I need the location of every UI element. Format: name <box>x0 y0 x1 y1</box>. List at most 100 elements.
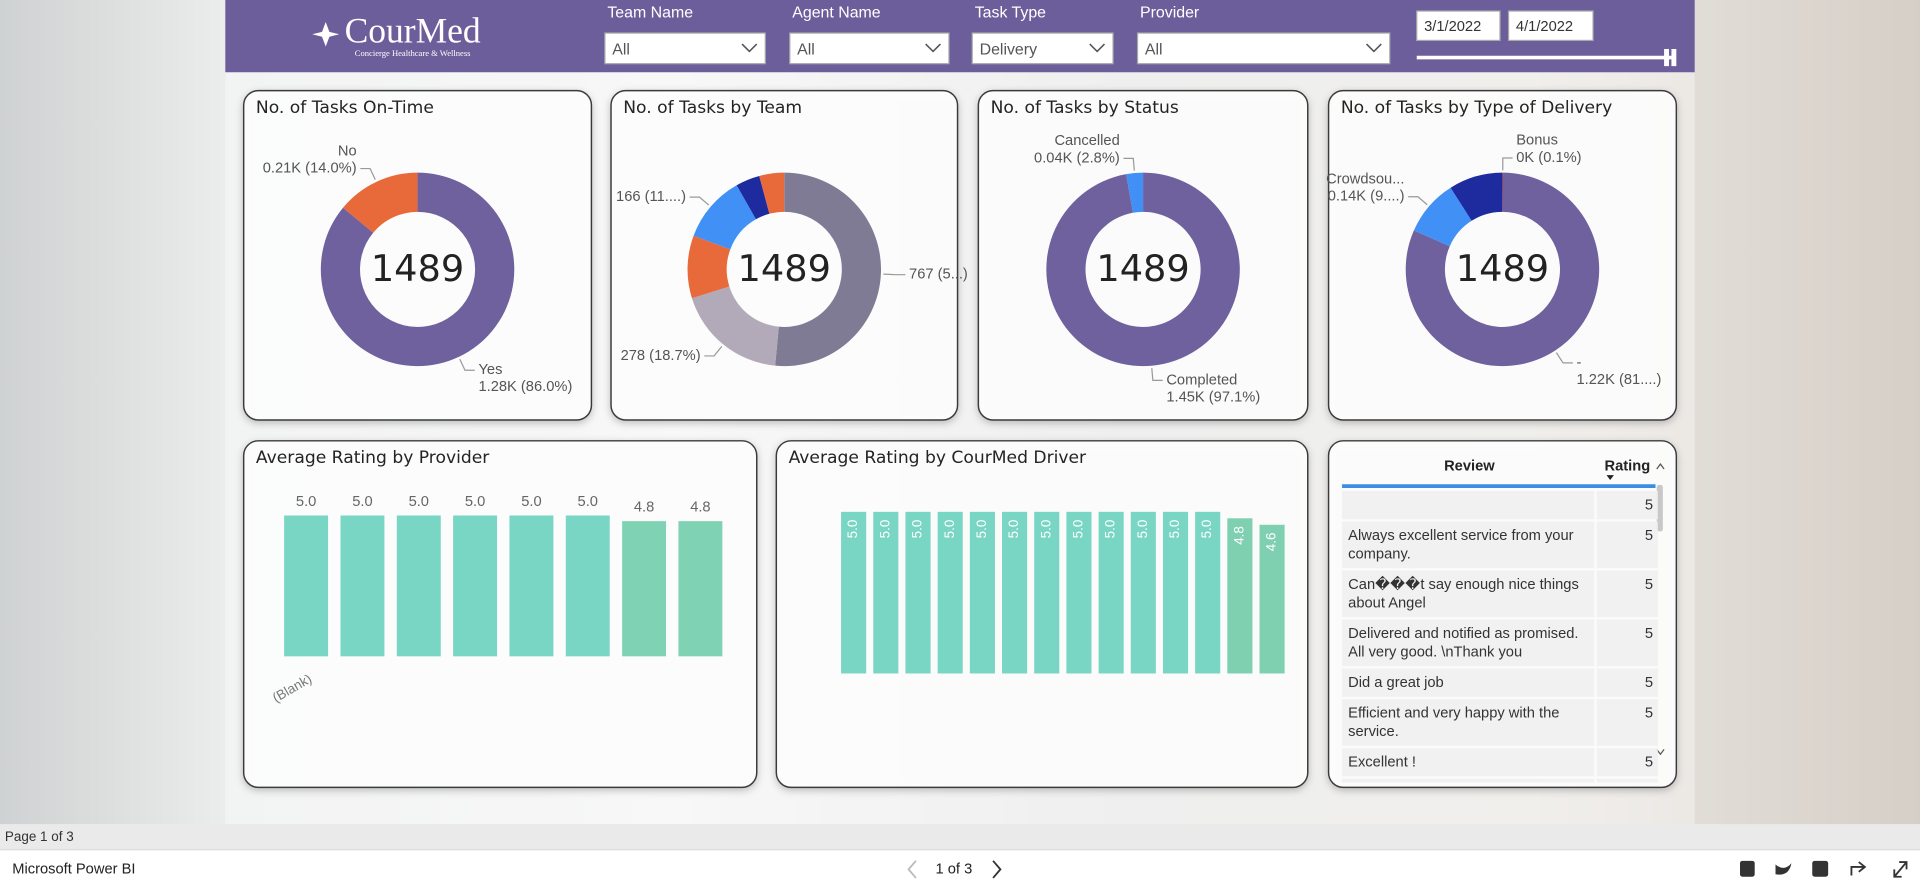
donut-segment <box>687 235 731 299</box>
linkedin-icon[interactable] <box>1812 860 1829 877</box>
page-indicator: Page 1 of 3 <box>5 829 74 844</box>
slice-category: - <box>1577 355 1582 371</box>
data-label: 5.0 <box>910 520 925 539</box>
donut-segment <box>1126 172 1144 213</box>
pager: 1 of 3 <box>936 861 973 877</box>
donut-segment <box>320 172 515 367</box>
donut-segment <box>1046 172 1240 367</box>
donut-segment <box>775 172 882 367</box>
leader-line <box>1123 157 1135 171</box>
bar <box>1162 511 1189 674</box>
filter-value: All <box>612 41 630 58</box>
date-slider-handle[interactable] <box>1671 48 1677 67</box>
rating-cell: 5 <box>1596 491 1658 520</box>
bar <box>1130 511 1156 674</box>
data-label: 5.0 <box>1135 520 1150 539</box>
filter-value: All <box>797 41 815 58</box>
slice-label: 0.04K (2.8%) <box>1034 150 1120 166</box>
table-row: Can���t say enough nice things about Ang… <box>1342 570 1658 618</box>
donut-segment <box>1405 172 1600 367</box>
chart-title: No. of Tasks by Team <box>623 98 802 118</box>
table-row: Excellent ! 5 <box>1342 748 1658 777</box>
center-total: 1489 <box>371 247 464 290</box>
filter-dropdown[interactable] <box>604 32 766 65</box>
filter-dropdown[interactable] <box>789 32 950 65</box>
date-input[interactable] <box>1416 10 1501 42</box>
slice-label: 1.22K (81....) <box>1577 372 1662 388</box>
slice-label: 1.45K (97.1%) <box>1166 389 1260 405</box>
data-label: 5.0 <box>1038 520 1053 539</box>
scroll-up[interactable] <box>1656 463 1665 470</box>
twitter-icon[interactable] <box>1775 863 1792 875</box>
next-page[interactable] <box>992 860 1002 879</box>
leader-line <box>689 196 710 206</box>
bottom-bar <box>0 849 1920 889</box>
data-label: 5.0 <box>1103 520 1118 539</box>
bar <box>905 511 931 674</box>
data-label: 5.0 <box>942 520 957 539</box>
bar <box>873 511 899 674</box>
filter-value: Delivery <box>980 41 1037 58</box>
slice-label: 1.28K (86.0%) <box>478 379 572 395</box>
table-row: Did a great job 5 <box>1342 668 1658 697</box>
review-cell: Excellent follow up!!! <box>1342 778 1595 783</box>
leader-line <box>1502 157 1513 171</box>
logo: CourMed <box>345 10 481 50</box>
column-header[interactable]: Rating <box>1604 458 1650 474</box>
table-row: Excellent follow up!!!5 <box>1342 778 1658 783</box>
review-cell: Did a great job <box>1342 668 1595 697</box>
slice-label: 0K (0.1%) <box>1516 150 1581 166</box>
center-total: 1489 <box>1096 247 1189 290</box>
chart-title: No. of Tasks by Type of Delivery <box>1341 98 1612 118</box>
bar <box>565 515 610 657</box>
leader-line <box>704 346 723 357</box>
review-cell <box>1342 491 1595 520</box>
share-icon[interactable] <box>1850 861 1867 876</box>
table-row: 5 <box>1342 491 1658 520</box>
date-slider-handle[interactable] <box>1664 48 1669 67</box>
sort-arrow <box>1606 475 1614 480</box>
slice-label: 767 (5...) <box>909 267 968 283</box>
chart-title: Average Rating by CourMed Driver <box>789 448 1087 468</box>
donut-segment <box>343 172 418 233</box>
data-label: 5.0 <box>1071 520 1086 539</box>
rating-cell: 5 <box>1596 668 1658 697</box>
page-bar <box>0 824 1920 850</box>
dropdown-chevron <box>1365 43 1382 53</box>
bar <box>1098 511 1124 674</box>
data-label: 5.0 <box>578 494 598 510</box>
filter-label: Provider <box>1140 5 1200 22</box>
dropdown-chevron <box>925 43 941 53</box>
bar <box>969 511 995 674</box>
data-label: 5.0 <box>409 494 429 510</box>
donut-segment <box>736 175 770 220</box>
table-row: Delivered and notified as promised. All … <box>1342 619 1658 667</box>
date-value: 3/1/2022 <box>1424 19 1481 35</box>
donut-segment <box>693 185 756 250</box>
visual-card <box>1327 89 1678 421</box>
column-header[interactable]: Review <box>1444 458 1495 474</box>
bar <box>284 515 329 657</box>
chart-title: Average Rating by Provider <box>256 448 490 468</box>
slice-category: Cancelled <box>1054 133 1119 149</box>
leader-line <box>1408 196 1428 206</box>
date-input[interactable] <box>1507 10 1594 42</box>
fullscreen-icon[interactable] <box>1893 861 1908 878</box>
filter-dropdown[interactable] <box>971 32 1114 65</box>
review-cell: Always excellent service from your compa… <box>1342 521 1595 569</box>
data-label: 5.0 <box>1167 520 1182 539</box>
slice-label: 166 (11....) <box>616 189 686 205</box>
data-label: 4.8 <box>634 500 654 516</box>
table-body: 5 Always excellent service from your comp… <box>1342 491 1658 783</box>
facebook-icon[interactable] <box>1740 860 1755 877</box>
visual-card <box>242 89 593 421</box>
filter-dropdown[interactable] <box>1136 32 1391 65</box>
table-row: Always excellent service from your compa… <box>1342 521 1658 569</box>
data-label: 5.0 <box>974 520 989 539</box>
leader-line <box>1151 368 1163 381</box>
prev-page[interactable] <box>907 860 917 879</box>
logo-star <box>312 22 340 47</box>
slice-category: Bonus <box>1516 133 1558 149</box>
scrollbar-thumb[interactable] <box>1656 484 1663 532</box>
data-label: 5.0 <box>465 494 485 510</box>
